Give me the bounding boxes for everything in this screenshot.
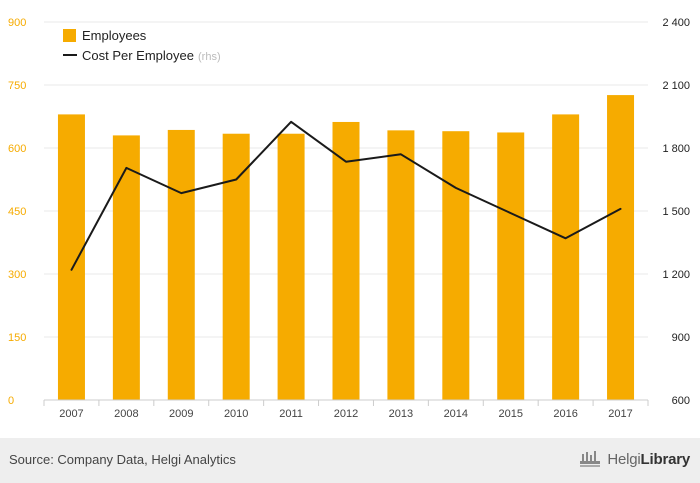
bar-employees-2007 [57,114,85,401]
x-axis-tick-label: 2011 [279,408,303,420]
bar-employees-2014 [442,131,470,400]
right-axis-tick-label: 900 [672,332,690,344]
legend-employees-swatch [63,29,76,42]
legend: Employees Cost Per Employee (rhs) [63,28,221,63]
x-axis-tick-label: 2014 [444,408,468,420]
bar-employees-2009 [167,129,195,400]
x-axis-tick-label: 2013 [389,408,413,420]
bar-employees-2010 [222,133,250,400]
right-axis-tick-label: 1 200 [662,269,690,281]
helgilibrary-logo-icon [580,451,601,467]
left-axis-tick-label: 150 [8,332,26,344]
brand-logo: HelgiLibrary [579,449,690,469]
right-axis-tick-label: 2 400 [662,17,690,29]
left-axis-tick-label: 750 [8,80,26,92]
right-axis-tick-label: 1 800 [662,143,690,155]
x-axis-tick-label: 2007 [59,408,83,420]
bar-employees-2011 [277,133,305,400]
bar-employees-2013 [387,130,415,401]
brand-name: HelgiLibrary [607,451,690,468]
left-axis-tick-label: 450 [8,206,26,218]
x-axis-tick-label: 2017 [608,408,632,420]
line-cost-per-employee [70,120,622,271]
legend-cost-label: Cost Per Employee (rhs) [82,48,221,63]
brand-light: Helgi [607,450,641,468]
x-axis-tick-label: 2015 [498,408,522,420]
bar-employees-2008 [112,135,140,400]
right-axis-tick-label: 600 [672,395,690,407]
left-axis-tick-label: 0 [8,395,14,407]
source-text: Source: Company Data, Helgi Analytics [9,452,236,467]
bar-employees-2012 [332,121,360,401]
bar-employees-2015 [497,132,525,400]
x-axis-tick-label: 2010 [224,408,248,420]
line-series [70,120,622,271]
bar-series [57,95,635,401]
bar-employees-2017 [607,95,635,400]
bar-employees-2016 [552,114,580,401]
footer: Source: Company Data, Helgi Analytics He… [0,438,700,483]
legend-employees-label: Employees [82,28,147,43]
left-axis-tick-label: 300 [8,269,26,281]
x-axis-tick-label: 2008 [114,408,138,420]
legend-rhs-note: (rhs) [198,51,221,63]
left-axis-tick-label: 600 [8,143,26,155]
right-axis-tick-label: 2 100 [662,80,690,92]
x-axis-tick-label: 2016 [553,408,577,420]
x-axis-tick-label: 2012 [334,408,358,420]
axes: 0 150 300 450 600 750 900 600 900 1 200 1 500 1 800… [8,17,690,420]
x-axis-tick-label: 2009 [169,408,193,420]
legend-cost-name: Cost Per Employee [82,48,194,63]
left-axis-tick-label: 900 [8,17,26,29]
brand-bold: Library [640,450,691,468]
right-axis-tick-label: 1 500 [662,206,690,218]
